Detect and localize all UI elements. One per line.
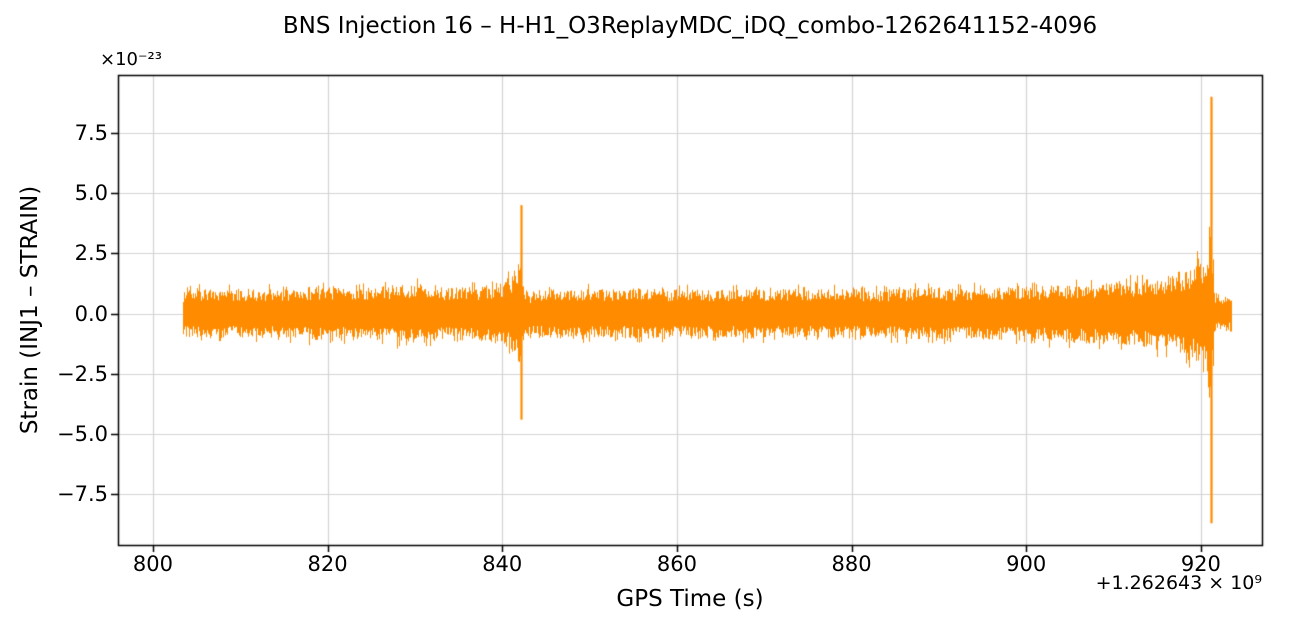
x-tick-label: 880 [831, 552, 872, 576]
x-tick-label: 800 [132, 552, 173, 576]
y-axis-label: Strain (INJ1 – STRAIN) [17, 185, 43, 435]
x-tick-label: 920 [1180, 552, 1221, 576]
x-tick-label: 900 [1006, 552, 1047, 576]
y-tick-label: −2.5 [57, 361, 108, 386]
x-tick-label: 860 [656, 552, 697, 576]
y-axis-scale-label: ×10⁻²³ [100, 49, 162, 70]
x-tick-label: 820 [307, 552, 348, 576]
y-tick-label: 2.5 [74, 241, 108, 266]
y-tick-label: 0.0 [74, 301, 108, 326]
x-axis-label: GPS Time (s) [616, 586, 764, 612]
chart-title: BNS Injection 16 – H-H1_O3ReplayMDC_iDQ_… [282, 13, 1098, 39]
y-tick-label: −7.5 [57, 482, 108, 507]
x-tick-label: 840 [482, 552, 523, 576]
x-axis-offset-label: +1.262643 × 10⁹ [1095, 572, 1262, 594]
y-tick-label: 5.0 [74, 181, 108, 206]
y-tick-label: 7.5 [74, 120, 108, 145]
y-tick-label: −5.0 [57, 422, 108, 447]
